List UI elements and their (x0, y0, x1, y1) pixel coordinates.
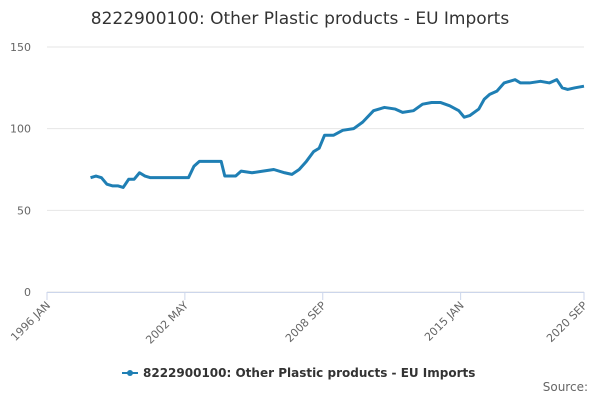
chart-title: 8222900100: Other Plastic products - EU … (91, 9, 510, 29)
x-tick-label: 1996 JAN (8, 299, 53, 344)
data-line (90, 78, 585, 189)
legend-marker (127, 370, 133, 376)
legend-label: 8222900100: Other Plastic products - EU … (143, 366, 475, 380)
y-tick-label: 150 (10, 41, 31, 54)
y-tick-label: 100 (10, 123, 31, 136)
y-tick-label: 0 (24, 286, 31, 299)
x-tick-label: 2008 SEP (283, 299, 329, 345)
legend-item: 8222900100: Other Plastic products - EU … (122, 366, 475, 380)
x-tick-label: 2015 JAN (422, 299, 467, 344)
source: Source: (543, 380, 588, 394)
x-tick-label: 2002 MAY (143, 299, 191, 347)
y-tick-label: 50 (17, 204, 31, 217)
x-tick-label: 2020 SEP (544, 299, 590, 345)
